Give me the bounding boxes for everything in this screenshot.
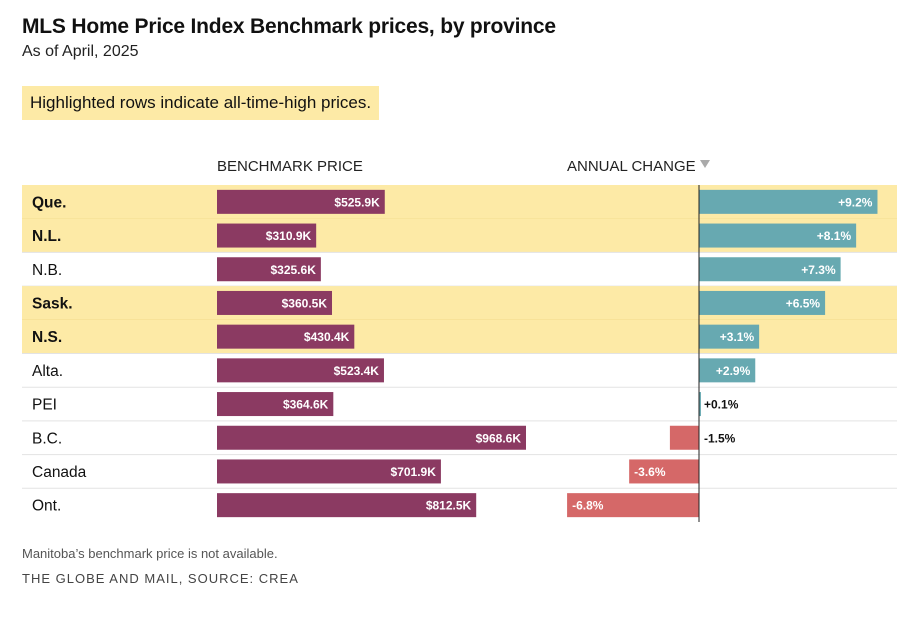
benchmark-price-header: BENCHMARK PRICE [217, 158, 363, 175]
price-bar [217, 425, 526, 450]
price-label: $325.6K [270, 263, 316, 277]
price-bar [217, 290, 333, 315]
change-bar [699, 290, 826, 315]
region-label: Que. [32, 194, 66, 211]
change-label: +2.9% [716, 364, 751, 378]
sort-descending-icon[interactable] [700, 160, 710, 168]
price-label: $812.5K [426, 499, 472, 513]
change-bar [699, 257, 841, 282]
region-label: Sask. [32, 295, 73, 312]
price-bar [217, 493, 477, 518]
price-bar [217, 358, 384, 383]
change-bar [567, 493, 699, 518]
change-label: +6.5% [786, 296, 821, 310]
price-bar [217, 189, 385, 214]
region-label: N.B. [32, 262, 62, 279]
change-label: +3.1% [720, 330, 755, 344]
region-label: B.C. [32, 430, 62, 447]
change-bar [699, 189, 878, 214]
source-credit: THE GLOBE AND MAIL, SOURCE: CREA [22, 571, 299, 586]
price-label: $310.9K [266, 229, 312, 243]
change-bar [699, 392, 701, 417]
change-label: +0.1% [704, 398, 739, 412]
region-label: N.S. [32, 329, 62, 346]
price-bar [217, 392, 334, 417]
region-label: N.L. [32, 228, 61, 245]
footnote: Manitoba’s benchmark price is not availa… [22, 546, 278, 561]
region-label: Ont. [32, 498, 61, 515]
rows-layer: Que. $525.9K +9.2% N.L. $310.9K +8.1% N.B. $325… [22, 185, 897, 522]
price-label: $701.9K [391, 465, 437, 479]
change-bar [699, 223, 857, 248]
change-bar [699, 358, 756, 383]
region-label: Canada [32, 464, 87, 481]
change-bar [629, 459, 699, 484]
change-bar [699, 324, 760, 349]
chart-title: MLS Home Price Index Benchmark prices, b… [22, 15, 556, 38]
change-label: -3.6% [634, 465, 666, 479]
price-label: $360.5K [282, 296, 328, 310]
price-label: $430.4K [304, 330, 350, 344]
region-label: Alta. [32, 363, 63, 380]
price-bar [217, 257, 321, 282]
price-bar [217, 223, 317, 248]
change-label: +9.2% [838, 195, 873, 209]
region-label: PEI [32, 397, 57, 414]
price-label: $364.6K [283, 398, 329, 412]
annual-change-header[interactable]: ANNUAL CHANGE [567, 158, 696, 175]
row-highlight [22, 319, 897, 354]
price-bar [217, 324, 355, 349]
price-label: $968.6K [476, 431, 522, 445]
highlight-note: Highlighted rows indicate all-time-high … [22, 86, 380, 120]
change-label: -1.5% [704, 431, 736, 445]
change-label: +8.1% [817, 229, 852, 243]
change-label: -6.8% [572, 499, 604, 513]
change-bar [669, 425, 699, 450]
price-label: $525.9K [334, 195, 380, 209]
price-bar [217, 459, 441, 484]
change-label: +7.3% [801, 263, 836, 277]
price-label: $523.4K [334, 364, 380, 378]
chart-subtitle: As of April, 2025 [22, 43, 139, 60]
